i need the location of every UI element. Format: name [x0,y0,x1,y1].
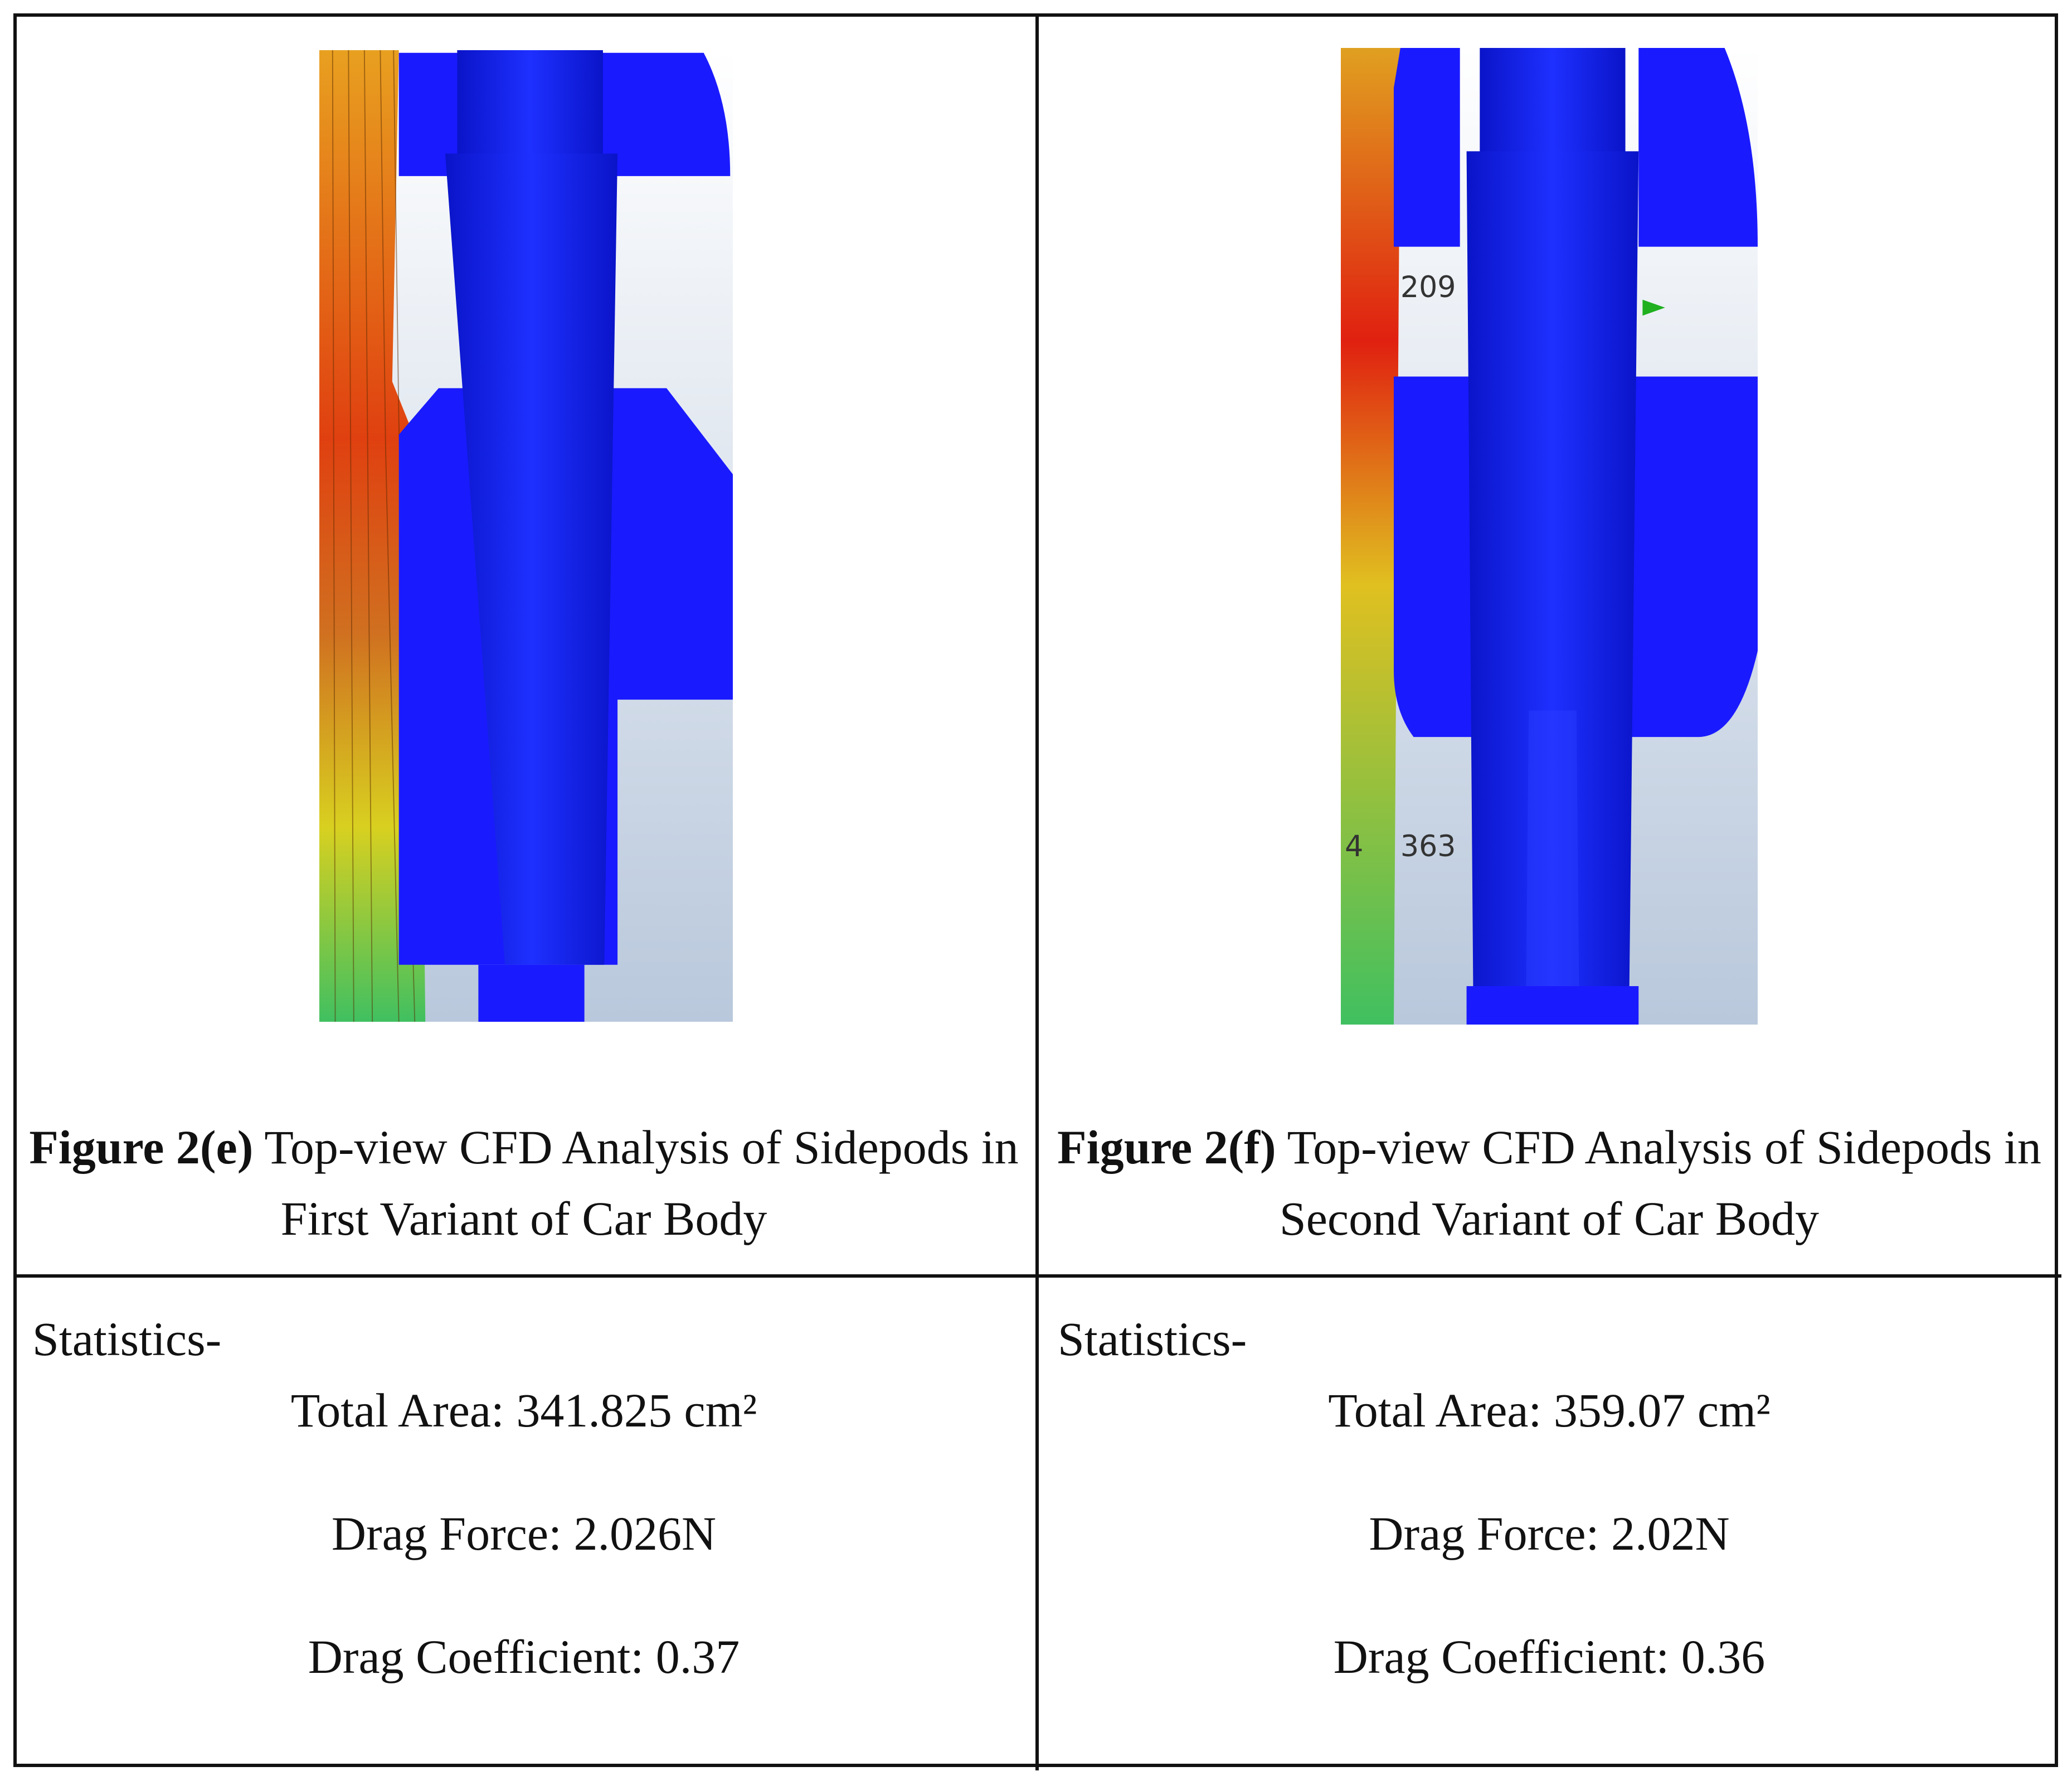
statistics-heading: Statistics- [1058,1312,1247,1366]
figure-label: Figure 2(f) [1057,1120,1276,1174]
cfd-image-left [319,50,733,1022]
caption-text: Top-view CFD Analysis of Sidepods in Sec… [1279,1120,2041,1245]
caption-text: Top-view CFD Analysis of Sidepods in Fir… [264,1120,1019,1245]
statistics-heading: Statistics- [32,1312,222,1366]
drag-force: Drag Force: 2.02N [1369,1507,1730,1560]
drag-force: Drag Force: 2.026N [331,1507,717,1560]
figure-label: Figure 2(e) [29,1120,254,1174]
total-area: Total Area: 341.825 cm² [290,1384,757,1437]
column-divider [1035,13,1039,1770]
total-area: Total Area: 359.07 cm² [1328,1384,1771,1437]
image-label: 4 [1345,829,1363,863]
image-label: 209 [1400,270,1456,304]
caption: Figure 2(e) Top-view CFD Analysis of Sid… [28,1112,1020,1254]
cfd-image-right: 209 363 4 [1341,48,1758,1025]
caption: Figure 2(f) Top-view CFD Analysis of Sid… [1053,1112,2045,1254]
drag-coefficient: Drag Coefficient: 0.37 [308,1630,740,1683]
row-divider [13,1274,2061,1278]
drag-coefficient: Drag Coefficient: 0.36 [1333,1630,1765,1683]
image-label: 363 [1400,829,1456,863]
